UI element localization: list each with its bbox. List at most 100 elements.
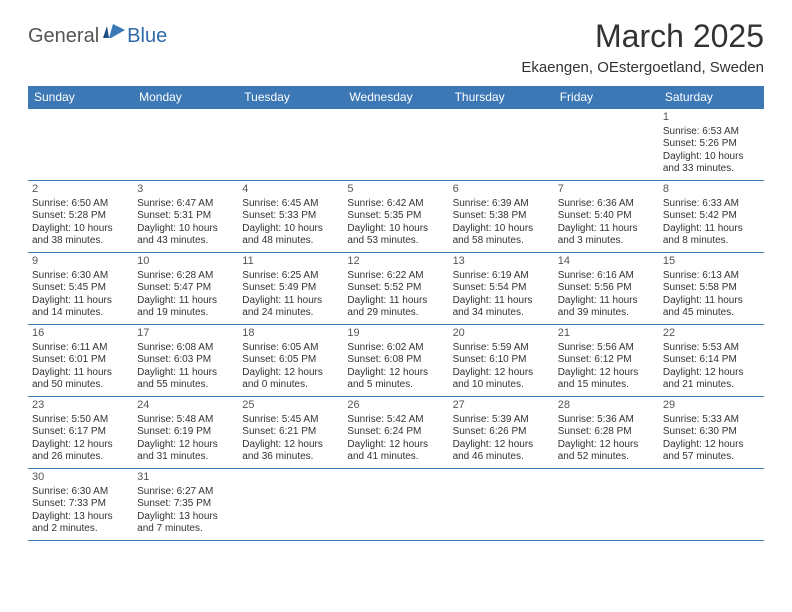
day-dl1: Daylight: 12 hours	[663, 439, 760, 452]
calendar-day-cell	[238, 109, 343, 181]
flag-icon	[103, 24, 125, 47]
calendar-day-cell: 28Sunrise: 5:36 AMSunset: 6:28 PMDayligh…	[554, 397, 659, 469]
day-sunset: Sunset: 5:47 PM	[137, 282, 234, 295]
day-dl1: Daylight: 11 hours	[453, 295, 550, 308]
day-dl2: and 43 minutes.	[137, 235, 234, 248]
calendar-day-cell	[449, 109, 554, 181]
day-dl2: and 15 minutes.	[558, 379, 655, 392]
day-sunrise: Sunrise: 5:48 AM	[137, 414, 234, 427]
day-sunset: Sunset: 6:12 PM	[558, 354, 655, 367]
day-sunrise: Sunrise: 6:05 AM	[242, 342, 339, 355]
calendar-day-cell: 9Sunrise: 6:30 AMSunset: 5:45 PMDaylight…	[28, 253, 133, 325]
day-sunrise: Sunrise: 6:30 AM	[32, 270, 129, 283]
day-dl2: and 38 minutes.	[32, 235, 129, 248]
day-dl1: Daylight: 10 hours	[137, 223, 234, 236]
weekday-header: Wednesday	[343, 86, 448, 109]
calendar-day-cell	[554, 109, 659, 181]
day-sunrise: Sunrise: 6:50 AM	[32, 198, 129, 211]
day-dl2: and 41 minutes.	[347, 451, 444, 464]
day-dl1: Daylight: 13 hours	[32, 511, 129, 524]
day-number: 4	[242, 183, 339, 197]
day-dl2: and 36 minutes.	[242, 451, 339, 464]
day-number: 22	[663, 327, 760, 341]
day-number: 25	[242, 399, 339, 413]
day-dl2: and 5 minutes.	[347, 379, 444, 392]
calendar-day-cell: 22Sunrise: 5:53 AMSunset: 6:14 PMDayligh…	[659, 325, 764, 397]
calendar-body: 1Sunrise: 6:53 AMSunset: 5:26 PMDaylight…	[28, 109, 764, 541]
day-sunrise: Sunrise: 5:36 AM	[558, 414, 655, 427]
day-dl2: and 39 minutes.	[558, 307, 655, 320]
calendar-day-cell: 5Sunrise: 6:42 AMSunset: 5:35 PMDaylight…	[343, 181, 448, 253]
day-dl1: Daylight: 11 hours	[347, 295, 444, 308]
day-sunrise: Sunrise: 6:47 AM	[137, 198, 234, 211]
calendar-day-cell: 25Sunrise: 5:45 AMSunset: 6:21 PMDayligh…	[238, 397, 343, 469]
day-sunset: Sunset: 5:28 PM	[32, 210, 129, 223]
day-dl1: Daylight: 11 hours	[558, 223, 655, 236]
day-sunset: Sunset: 6:14 PM	[663, 354, 760, 367]
calendar-day-cell	[449, 469, 554, 541]
calendar-week-row: 16Sunrise: 6:11 AMSunset: 6:01 PMDayligh…	[28, 325, 764, 397]
day-number: 9	[32, 255, 129, 269]
day-sunrise: Sunrise: 5:39 AM	[453, 414, 550, 427]
day-sunrise: Sunrise: 5:53 AM	[663, 342, 760, 355]
day-sunrise: Sunrise: 6:19 AM	[453, 270, 550, 283]
day-number: 8	[663, 183, 760, 197]
title-block: March 2025 Ekaengen, OEstergoetland, Swe…	[521, 18, 764, 76]
brand-general: General	[28, 25, 99, 48]
calendar-day-cell: 19Sunrise: 6:02 AMSunset: 6:08 PMDayligh…	[343, 325, 448, 397]
calendar-day-cell: 12Sunrise: 6:22 AMSunset: 5:52 PMDayligh…	[343, 253, 448, 325]
calendar-day-cell: 29Sunrise: 5:33 AMSunset: 6:30 PMDayligh…	[659, 397, 764, 469]
day-dl1: Daylight: 11 hours	[558, 295, 655, 308]
calendar-day-cell: 11Sunrise: 6:25 AMSunset: 5:49 PMDayligh…	[238, 253, 343, 325]
day-sunrise: Sunrise: 6:30 AM	[32, 486, 129, 499]
day-sunrise: Sunrise: 6:36 AM	[558, 198, 655, 211]
day-sunrise: Sunrise: 5:45 AM	[242, 414, 339, 427]
day-dl2: and 8 minutes.	[663, 235, 760, 248]
day-number: 16	[32, 327, 129, 341]
day-sunset: Sunset: 5:33 PM	[242, 210, 339, 223]
day-number: 2	[32, 183, 129, 197]
brand-blue: Blue	[127, 25, 167, 48]
day-sunset: Sunset: 6:03 PM	[137, 354, 234, 367]
day-number: 24	[137, 399, 234, 413]
day-dl2: and 55 minutes.	[137, 379, 234, 392]
day-dl2: and 46 minutes.	[453, 451, 550, 464]
calendar-day-cell: 13Sunrise: 6:19 AMSunset: 5:54 PMDayligh…	[449, 253, 554, 325]
day-sunset: Sunset: 5:38 PM	[453, 210, 550, 223]
month-title: March 2025	[521, 18, 764, 55]
calendar-week-row: 1Sunrise: 6:53 AMSunset: 5:26 PMDaylight…	[28, 109, 764, 181]
day-sunset: Sunset: 6:17 PM	[32, 426, 129, 439]
day-sunrise: Sunrise: 6:11 AM	[32, 342, 129, 355]
day-number: 30	[32, 471, 129, 485]
weekday-header: Friday	[554, 86, 659, 109]
calendar-day-cell	[554, 469, 659, 541]
day-sunrise: Sunrise: 6:53 AM	[663, 126, 760, 139]
day-number: 26	[347, 399, 444, 413]
day-dl2: and 34 minutes.	[453, 307, 550, 320]
day-number: 28	[558, 399, 655, 413]
day-dl1: Daylight: 11 hours	[663, 223, 760, 236]
day-dl2: and 26 minutes.	[32, 451, 129, 464]
day-dl2: and 53 minutes.	[347, 235, 444, 248]
day-dl2: and 14 minutes.	[32, 307, 129, 320]
day-number: 20	[453, 327, 550, 341]
day-number: 1	[663, 111, 760, 125]
day-dl2: and 33 minutes.	[663, 163, 760, 176]
calendar-day-cell	[659, 469, 764, 541]
day-number: 5	[347, 183, 444, 197]
weekday-header: Sunday	[28, 86, 133, 109]
day-sunset: Sunset: 5:54 PM	[453, 282, 550, 295]
calendar-day-cell: 2Sunrise: 6:50 AMSunset: 5:28 PMDaylight…	[28, 181, 133, 253]
day-dl1: Daylight: 11 hours	[137, 295, 234, 308]
day-dl1: Daylight: 12 hours	[663, 367, 760, 380]
calendar-day-cell	[28, 109, 133, 181]
calendar-week-row: 23Sunrise: 5:50 AMSunset: 6:17 PMDayligh…	[28, 397, 764, 469]
day-sunset: Sunset: 6:24 PM	[347, 426, 444, 439]
day-number: 10	[137, 255, 234, 269]
day-sunset: Sunset: 5:40 PM	[558, 210, 655, 223]
day-sunrise: Sunrise: 5:50 AM	[32, 414, 129, 427]
calendar-day-cell: 3Sunrise: 6:47 AMSunset: 5:31 PMDaylight…	[133, 181, 238, 253]
day-dl1: Daylight: 12 hours	[347, 439, 444, 452]
calendar-day-cell	[343, 109, 448, 181]
day-sunrise: Sunrise: 6:22 AM	[347, 270, 444, 283]
